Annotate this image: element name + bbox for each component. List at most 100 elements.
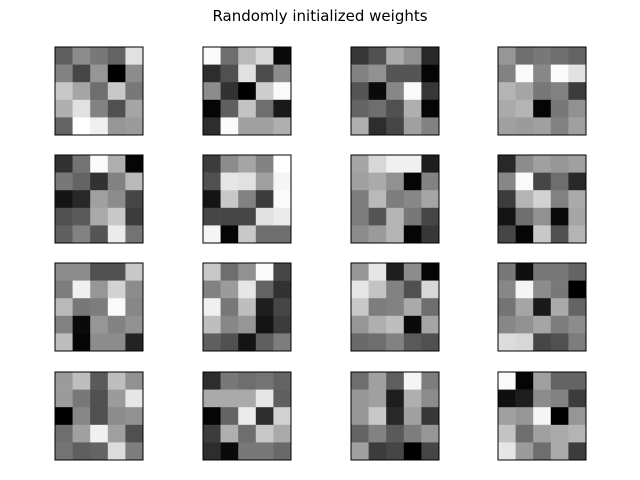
weight-panel-8: [497, 154, 587, 244]
heatmap-cell: [533, 280, 552, 299]
heatmap-cell: [368, 82, 387, 101]
heatmap-cell: [220, 82, 239, 101]
heatmap-cell: [72, 47, 91, 65]
heatmap-cell: [72, 99, 91, 118]
heatmap-cell: [220, 372, 239, 390]
heatmap-cell: [203, 298, 221, 317]
heatmap-cell: [515, 424, 534, 443]
heatmap-cell: [273, 407, 292, 426]
heatmap-cell: [72, 64, 91, 83]
heatmap-cell: [255, 333, 274, 352]
heatmap-cell: [368, 155, 387, 173]
heatmap-cell: [203, 47, 221, 65]
heatmap-cell: [568, 64, 587, 83]
heatmap-cell: [255, 407, 274, 426]
heatmap-cell: [403, 82, 422, 101]
heatmap-cell: [125, 47, 144, 65]
heatmap-cell: [107, 82, 126, 101]
heatmap-cell: [220, 117, 239, 136]
heatmap-cell: [515, 389, 534, 408]
heatmap-cell: [403, 47, 422, 65]
heatmap-cell: [72, 442, 91, 461]
heatmap-cell: [273, 190, 292, 209]
heatmap-cell: [533, 389, 552, 408]
heatmap-cell: [273, 263, 292, 281]
panel-frame: [54, 154, 144, 244]
heatmap-cell: [515, 407, 534, 426]
heatmap-cell: [107, 99, 126, 118]
heatmap-cell: [125, 263, 144, 281]
heatmap-cell: [515, 64, 534, 83]
panel-frame: [350, 371, 440, 461]
heatmap-cell: [498, 47, 516, 65]
heatmap-cell: [55, 280, 73, 299]
heatmap-cell: [125, 99, 144, 118]
heatmap-cell: [273, 207, 292, 226]
panel-frame: [497, 371, 587, 461]
heatmap-cell: [125, 333, 144, 352]
heatmap-cell: [220, 172, 239, 191]
heatmap-cell: [55, 117, 73, 136]
heatmap-cell: [515, 155, 534, 173]
panel-frame: [497, 46, 587, 136]
weight-panel-7: [350, 154, 440, 244]
heatmap-cell: [568, 389, 587, 408]
heatmap-cell: [351, 82, 369, 101]
panel-frame: [54, 46, 144, 136]
heatmap-cell: [368, 64, 387, 83]
heatmap-cell: [515, 315, 534, 334]
heatmap-cell: [515, 442, 534, 461]
heatmap-cell: [498, 82, 516, 101]
heatmap-cell: [238, 298, 257, 317]
heatmap-cell: [203, 315, 221, 334]
heatmap-cell: [550, 155, 569, 173]
heatmap-cell: [125, 372, 144, 390]
heatmap-cell: [351, 372, 369, 390]
heatmap-cell: [351, 442, 369, 461]
heatmap-cell: [203, 225, 221, 244]
heatmap-cell: [238, 263, 257, 281]
heatmap-cell: [498, 225, 516, 244]
heatmap-cell: [533, 263, 552, 281]
heatmap-cell: [533, 47, 552, 65]
heatmap-cell: [533, 298, 552, 317]
heatmap-cell: [403, 407, 422, 426]
heatmap-cell: [386, 172, 405, 191]
heatmap-cell: [90, 315, 109, 334]
heatmap-cell: [421, 407, 440, 426]
heatmap-cell: [107, 280, 126, 299]
heatmap-cell: [368, 315, 387, 334]
heatmap-cell: [72, 424, 91, 443]
heatmap-cell: [421, 315, 440, 334]
heatmap-cell: [533, 172, 552, 191]
heatmap-cell: [107, 190, 126, 209]
heatmap-cell: [498, 389, 516, 408]
heatmap-cell: [107, 117, 126, 136]
heatmap-cell: [386, 298, 405, 317]
heatmap-cell: [55, 389, 73, 408]
heatmap-cell: [55, 172, 73, 191]
heatmap-cell: [203, 155, 221, 173]
heatmap-cell: [203, 64, 221, 83]
panel-frame: [202, 154, 292, 244]
heatmap-cell: [403, 207, 422, 226]
heatmap-cell: [421, 424, 440, 443]
heatmap-cell: [550, 172, 569, 191]
heatmap-cell: [386, 263, 405, 281]
heatmap-cell: [368, 263, 387, 281]
heatmap-cell: [220, 263, 239, 281]
heatmap-cell: [421, 172, 440, 191]
heatmap-cell: [421, 298, 440, 317]
heatmap-cell: [125, 407, 144, 426]
heatmap-cell: [386, 82, 405, 101]
heatmap-cell: [255, 442, 274, 461]
heatmap-cell: [203, 172, 221, 191]
heatmap-cell: [403, 298, 422, 317]
heatmap-cell: [107, 207, 126, 226]
heatmap-cell: [55, 263, 73, 281]
heatmap-cell: [498, 207, 516, 226]
heatmap-cell: [107, 155, 126, 173]
heatmap-cell: [203, 82, 221, 101]
heatmap-cell: [403, 315, 422, 334]
